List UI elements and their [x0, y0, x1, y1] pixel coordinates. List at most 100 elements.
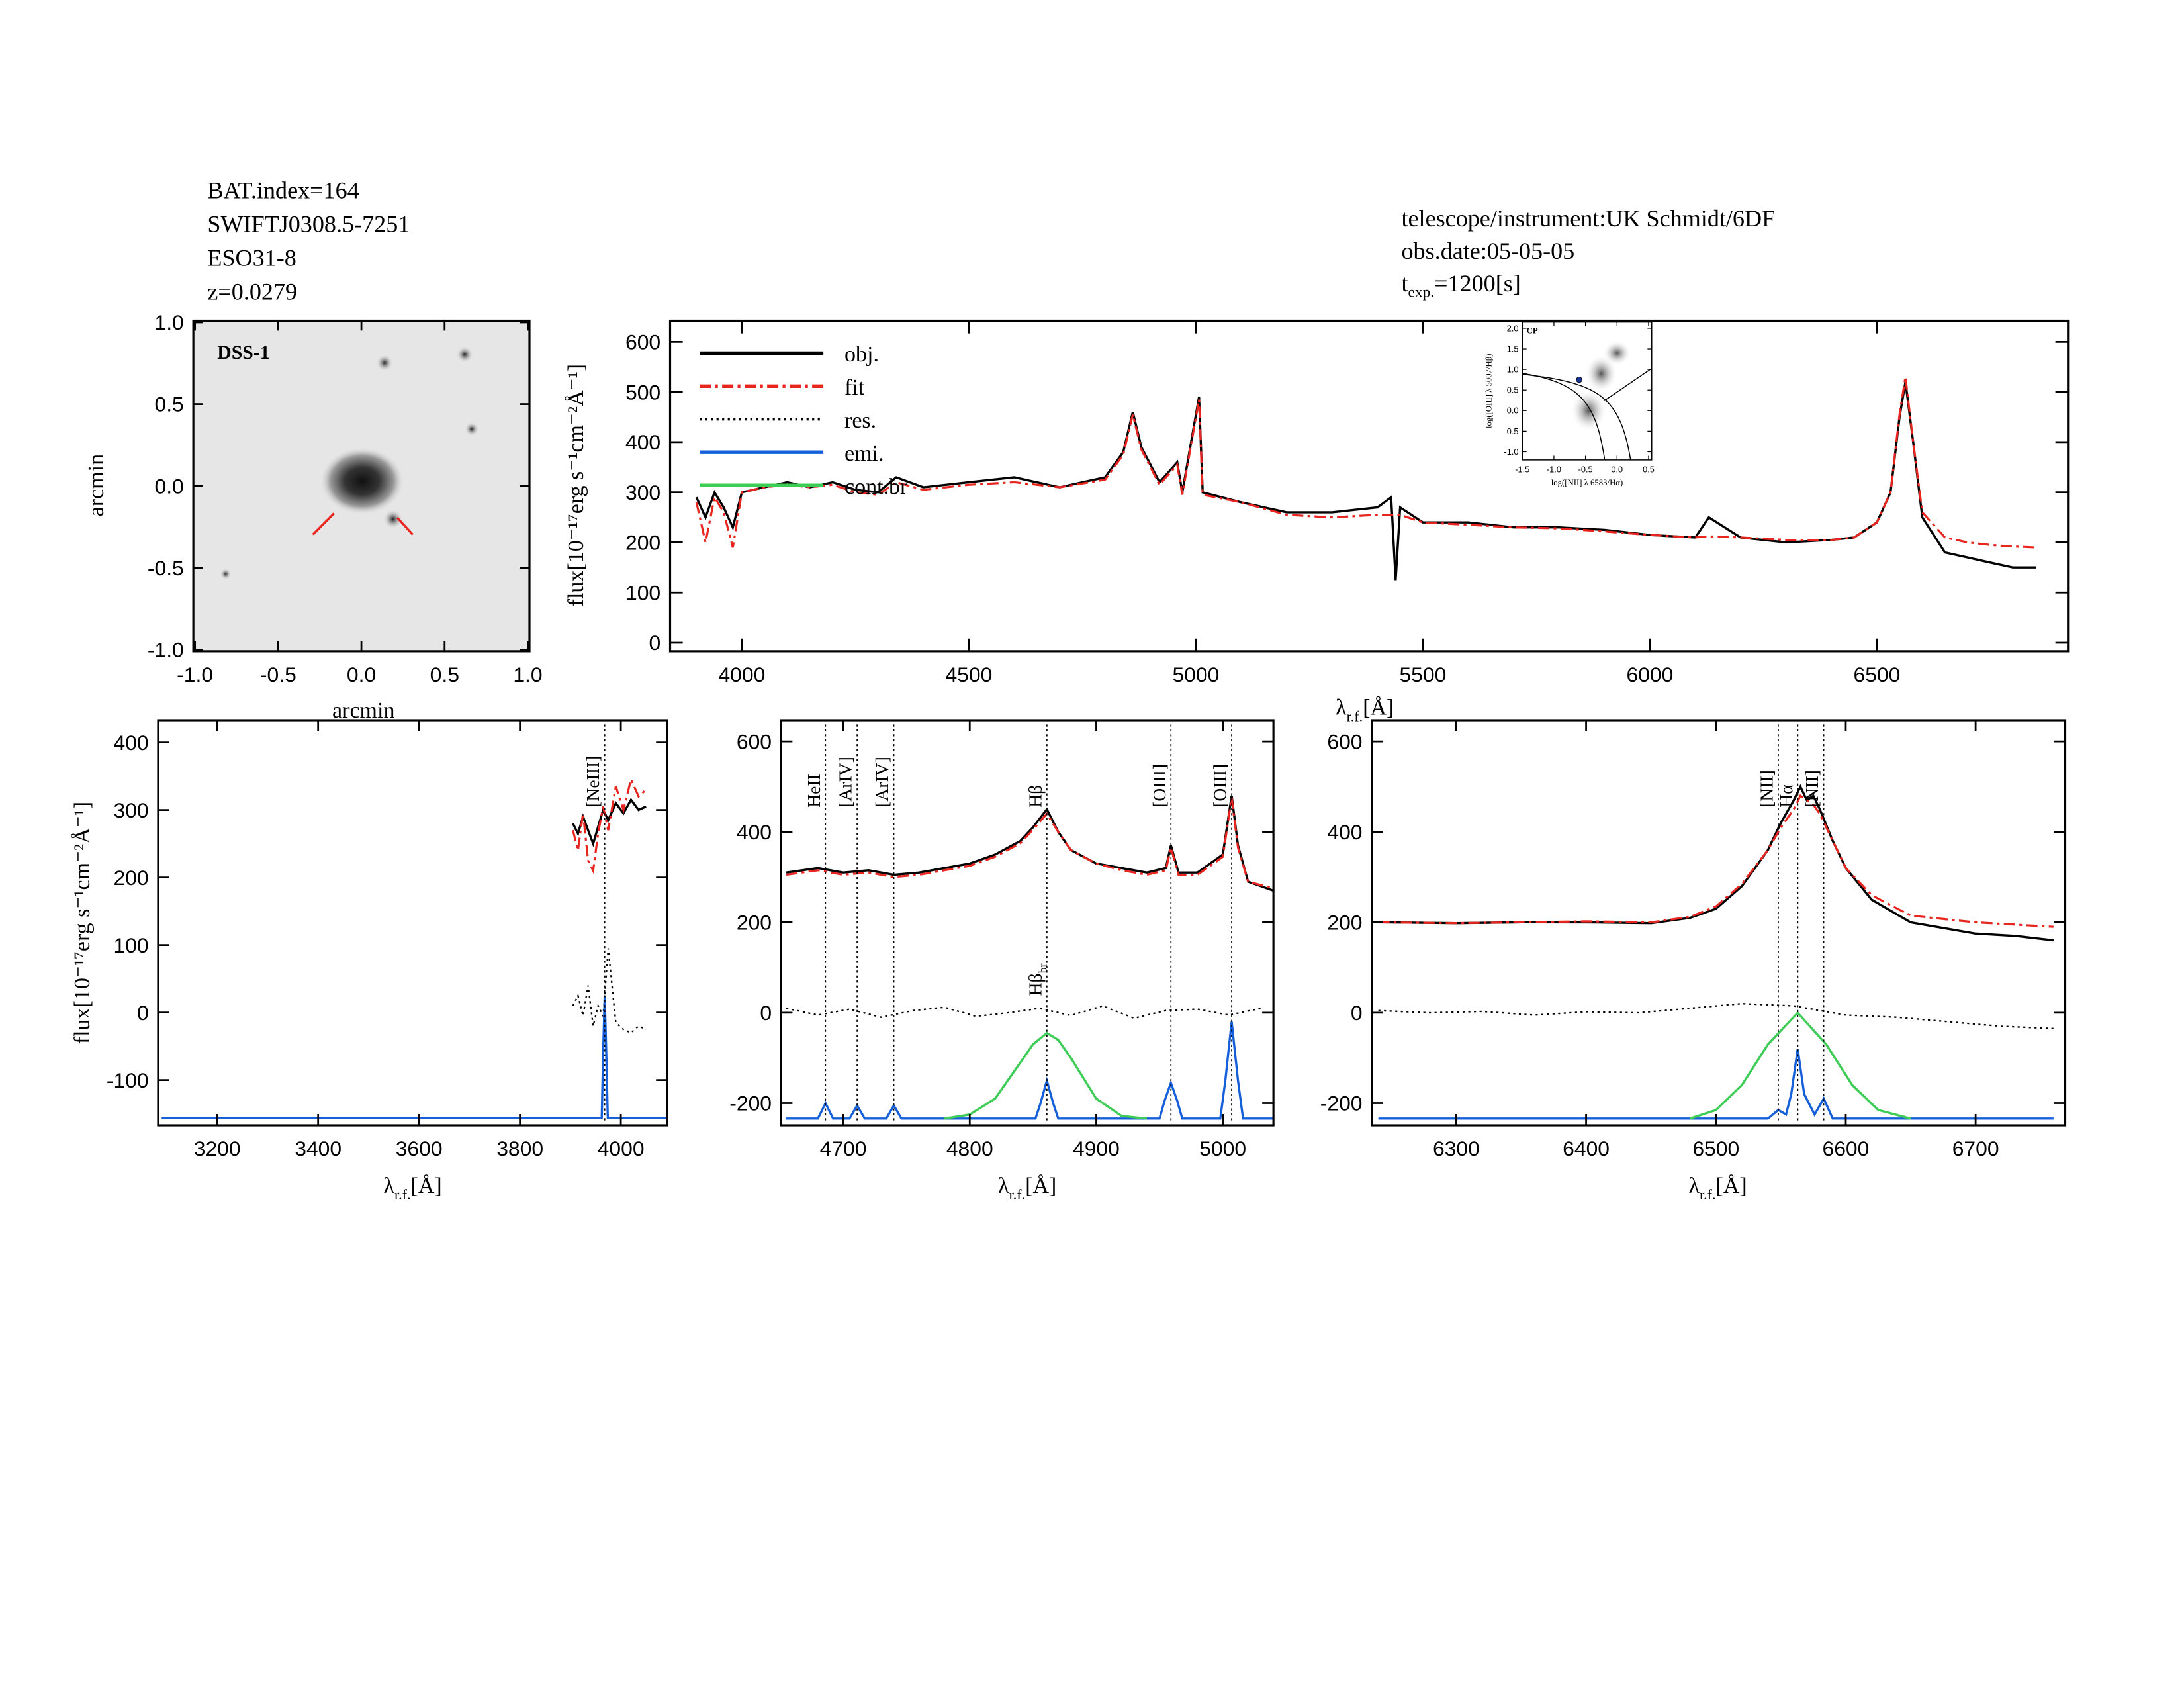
x-axis-label-part: λ [998, 1174, 1009, 1198]
x-tick-label: 3800 [496, 1137, 543, 1160]
header-line: BAT.index=164 [207, 177, 359, 204]
x-tick-label: 6400 [1563, 1137, 1610, 1160]
legend-label: fit [844, 375, 865, 400]
spectrum-line [786, 1021, 1274, 1120]
legend-label: obj. [844, 342, 879, 367]
x-tick-label: 6700 [1952, 1137, 1999, 1160]
image-label: DSS-1 [217, 342, 269, 363]
line-label: [ArIV] [835, 757, 856, 808]
y-tick-label: 600 [737, 729, 772, 753]
line-label-part: [OIII] [1210, 764, 1230, 808]
spectrum-line [1690, 1011, 1911, 1120]
line-label-part: [ArIV] [835, 757, 856, 808]
x-tick-label: -0.5 [260, 663, 296, 686]
y-tick-label: 2.0 [1507, 323, 1519, 333]
y-tick-label: 0.5 [1507, 385, 1519, 395]
y-tick-label: 400 [737, 820, 772, 844]
y-tick-label: 300 [114, 798, 149, 822]
x-tick-label: -0.5 [1578, 464, 1593, 474]
x-axis-label-part: [Å] [411, 1174, 442, 1198]
y-axis-label: log([OIII] λ 5007/Hβ) [1484, 353, 1494, 428]
x-tick-label: 0.5 [1643, 464, 1655, 474]
spectrum-line [944, 1031, 1148, 1120]
y-tick-label: 0 [137, 1001, 149, 1025]
legend-label: cont.br [844, 475, 908, 499]
star [465, 422, 479, 436]
y-tick-label: 1.0 [1507, 365, 1519, 375]
y-tick-label: 400 [1327, 820, 1362, 844]
x-axis-label-part: λ [1689, 1174, 1700, 1198]
header-line: z=0.0279 [207, 279, 297, 305]
x-axis-label: λr.f.[Å] [1336, 696, 1394, 725]
plot-area [786, 795, 1274, 1120]
frame [668, 319, 2070, 653]
y-tick-label: -200 [1320, 1092, 1363, 1115]
y-tick-label: 1.5 [1507, 344, 1519, 353]
x-tick-label: 4500 [945, 663, 992, 686]
spectrum-line [572, 776, 647, 874]
plot-area [1522, 322, 1652, 460]
x-tick-label: 6300 [1433, 1137, 1480, 1160]
x-tick-label: 3400 [295, 1137, 341, 1160]
y-tick-label: 400 [114, 731, 149, 755]
demarcation [1604, 367, 1652, 402]
frame [157, 719, 668, 1127]
line-label: [OIII] [1210, 764, 1230, 808]
y-tick-label: 600 [1327, 729, 1362, 753]
line-label-part: [NII] [1801, 770, 1822, 808]
line-label-part: [NeIII] [582, 756, 603, 808]
x-tick-label: -1.5 [1515, 464, 1529, 474]
marker [396, 516, 414, 536]
spectrum-line [695, 381, 2036, 581]
x-axis-label: λr.f.[Å] [384, 1174, 442, 1203]
panel: [NII]Hα [NII] 6300 6400 6500 6600 6700 -200 0 200… [1320, 719, 2067, 1203]
x-tick-label: 6500 [1853, 663, 1900, 686]
y-tick-label: 400 [625, 430, 660, 454]
y-tick-label: 0.5 [154, 393, 183, 416]
x-tick-label: 5000 [1172, 663, 1219, 686]
x-tick-label: 5500 [1399, 663, 1446, 686]
spectrum-line [695, 377, 2036, 549]
line-label-part: br [1036, 963, 1050, 973]
plot-area [193, 320, 529, 651]
x-axis-label-part: r.f. [1347, 708, 1363, 725]
x-axis-label-part: λ [1336, 696, 1347, 720]
x-tick-label: 6000 [1626, 663, 1673, 686]
x-axis-label-part: λ [384, 1174, 395, 1198]
spectrum-line [1378, 1003, 2054, 1029]
exposure-text: =1200[s] [1434, 270, 1521, 297]
panel: CP -1.5 -1.0 -0.5 0.0 0.5 -1.0 -0.5 0.0 0.5 1.0 1.5… [1484, 321, 1655, 487]
x-tick-label: 4900 [1073, 1137, 1120, 1160]
marker [312, 512, 335, 536]
y-tick-label: 200 [1327, 910, 1362, 934]
x-tick-label: 4700 [820, 1137, 867, 1160]
y-tick-label: -0.5 [148, 556, 184, 580]
y-tick-label: 200 [737, 910, 772, 934]
star [383, 509, 403, 529]
density [1602, 340, 1631, 366]
y-tick-label: 0.0 [1507, 406, 1519, 416]
x-tick-label: 0.0 [347, 663, 376, 686]
star [376, 354, 393, 371]
y-axis-label: flux[10⁻¹⁷erg s⁻¹cm⁻²Å⁻¹] [70, 802, 95, 1044]
density [1585, 354, 1617, 393]
y-tick-label: 0 [1351, 1001, 1363, 1025]
star [456, 346, 473, 363]
line-label: Hα [1776, 784, 1796, 807]
line-label: [NII] [1756, 770, 1776, 808]
line-label-part: [NII] [1756, 770, 1776, 808]
line-label-part: HeII [803, 774, 824, 808]
y-tick-label: -1.0 [148, 638, 184, 662]
line-label: HeII [803, 774, 824, 808]
x-axis-label: log([NII] λ 6583/Hα) [1551, 478, 1623, 487]
x-tick-label: 0.5 [430, 663, 459, 686]
x-axis-label: λr.f.[Å] [998, 1174, 1056, 1203]
line-label: [NeIII] [582, 756, 603, 808]
x-axis-label: arcmin [332, 698, 394, 723]
x-tick-label: 6500 [1692, 1137, 1739, 1160]
y-tick-label: -200 [729, 1092, 772, 1115]
